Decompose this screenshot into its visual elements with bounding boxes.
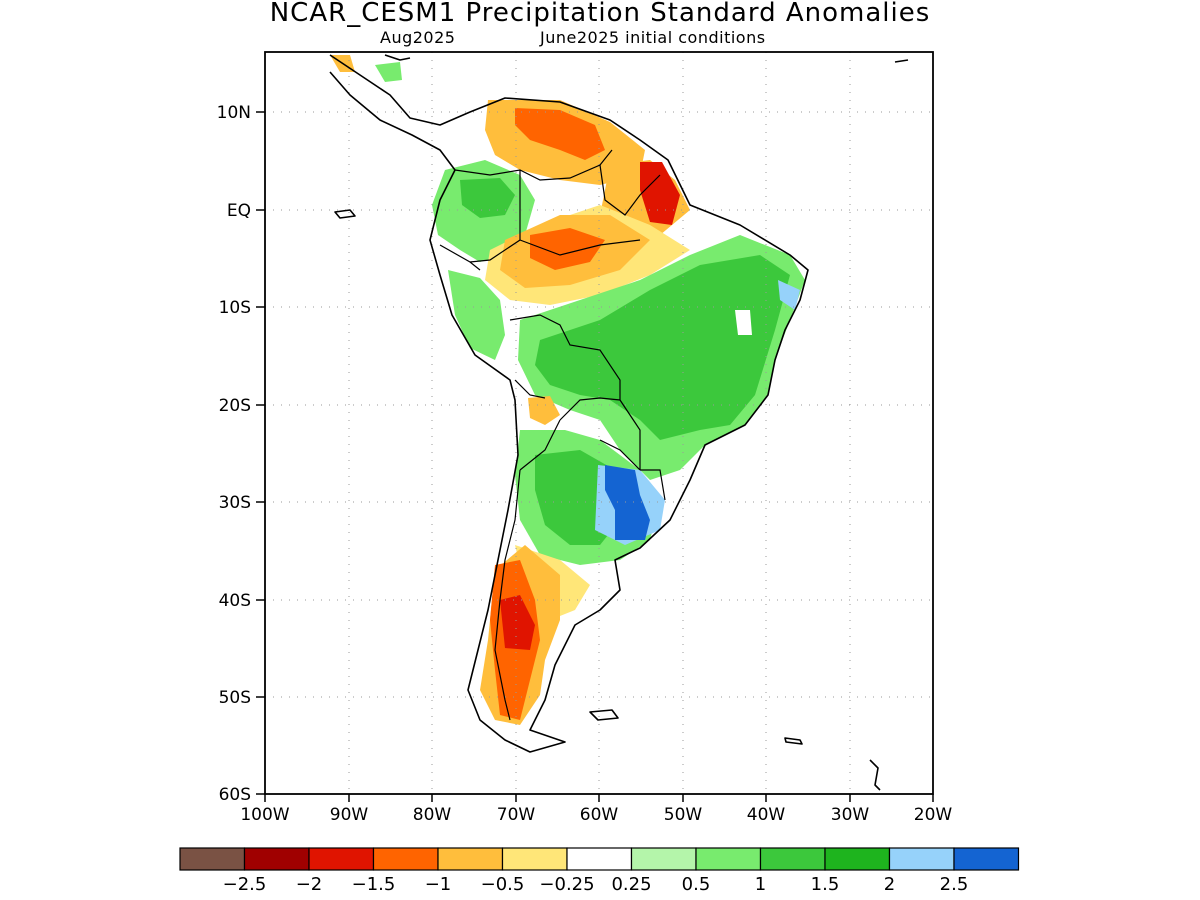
colorbar-swatch	[759, 847, 826, 871]
lon-label: 20W	[914, 805, 953, 825]
colorbar-swatch	[179, 847, 246, 871]
colorbar-swatch	[243, 847, 310, 871]
lon-label: 90W	[330, 805, 369, 825]
anomaly-brazil-white-patch	[735, 310, 752, 335]
anomaly-brazil-light-blue	[778, 280, 800, 310]
colorbar-swatch	[372, 847, 439, 871]
lon-label: 70W	[497, 805, 536, 825]
lat-label: 20S	[219, 396, 251, 416]
anomaly-venezuela-dark-orange	[515, 108, 605, 160]
colorbar-label: −1.5	[352, 874, 396, 895]
colorbar-label: 1	[755, 874, 766, 895]
lon-label: 30W	[831, 805, 870, 825]
anomaly-patagonia-red	[500, 595, 535, 650]
colorbar-label: 1.5	[811, 874, 840, 895]
colorbar-label: −0.25	[539, 874, 594, 895]
target-month-label: Aug2025	[380, 28, 456, 47]
anomaly-colombia-green-dark	[460, 178, 515, 218]
anomaly-brazil-green	[535, 255, 790, 440]
colorbar-label: 0.25	[611, 874, 651, 895]
colorbar-swatch	[953, 847, 1020, 871]
anomaly-guiana-red	[640, 162, 680, 225]
map-area	[265, 52, 933, 794]
colorbar-swatch	[501, 847, 568, 871]
colorbar-swatch	[824, 847, 891, 871]
colorbar-swatch	[308, 847, 375, 871]
initial-conditions-label: June2025 initial conditions	[540, 28, 766, 47]
colorbar-label: −0.5	[481, 874, 525, 895]
lat-label: 40S	[219, 591, 251, 611]
anomaly-ecuador-peru-green	[448, 270, 505, 360]
anomaly-uruguay-blue	[605, 465, 650, 540]
lon-label: 80W	[413, 805, 452, 825]
anomaly-shading	[330, 55, 805, 725]
colorbar-label: 2.5	[940, 874, 969, 895]
colorbar-label: 0.5	[682, 874, 711, 895]
colorbar-label: −2.5	[223, 874, 267, 895]
anomaly-bolivia-yellow	[528, 396, 560, 425]
anomaly-central-america-green	[375, 62, 402, 82]
longitude-labels: 100W 90W 80W 70W 60W 50W 40W 30W 20W	[240, 805, 952, 825]
lat-label: 30S	[219, 493, 251, 513]
anomaly-amazon-dark-orange	[530, 228, 605, 270]
lat-label: 10S	[219, 298, 251, 318]
colorbar-swatch	[695, 847, 762, 871]
lon-label: 100W	[240, 805, 289, 825]
country-borders	[439, 149, 666, 721]
axis-ticks	[256, 111, 934, 802]
latitude-labels: 10N EQ 10S 20S 30S 40S 50S 60S	[217, 103, 251, 805]
colorbar-label: 2	[884, 874, 895, 895]
lat-label: 10N	[217, 103, 251, 123]
lon-label: 40W	[747, 805, 786, 825]
lat-label: EQ	[227, 201, 251, 221]
colorbar-swatch	[566, 847, 633, 871]
lon-label: 60W	[580, 805, 619, 825]
colorbar-swatch	[888, 847, 955, 871]
colorbar-swatch	[437, 847, 504, 871]
coastline	[329, 54, 909, 791]
chart-title: NCAR_CESM1 Precipitation Standard Anomal…	[269, 0, 931, 28]
colorbar-label: −2	[296, 874, 323, 895]
colorbar-swatch	[630, 847, 697, 871]
colorbar: −2.5 −2 −1.5 −1 −0.5 −0.25 0.25 0.5 1 1.5 2 2.5	[179, 847, 1020, 895]
colorbar-label: −1	[425, 874, 452, 895]
lat-label: 60S	[219, 785, 251, 805]
lat-label: 50S	[219, 688, 251, 708]
lon-label: 50W	[664, 805, 703, 825]
